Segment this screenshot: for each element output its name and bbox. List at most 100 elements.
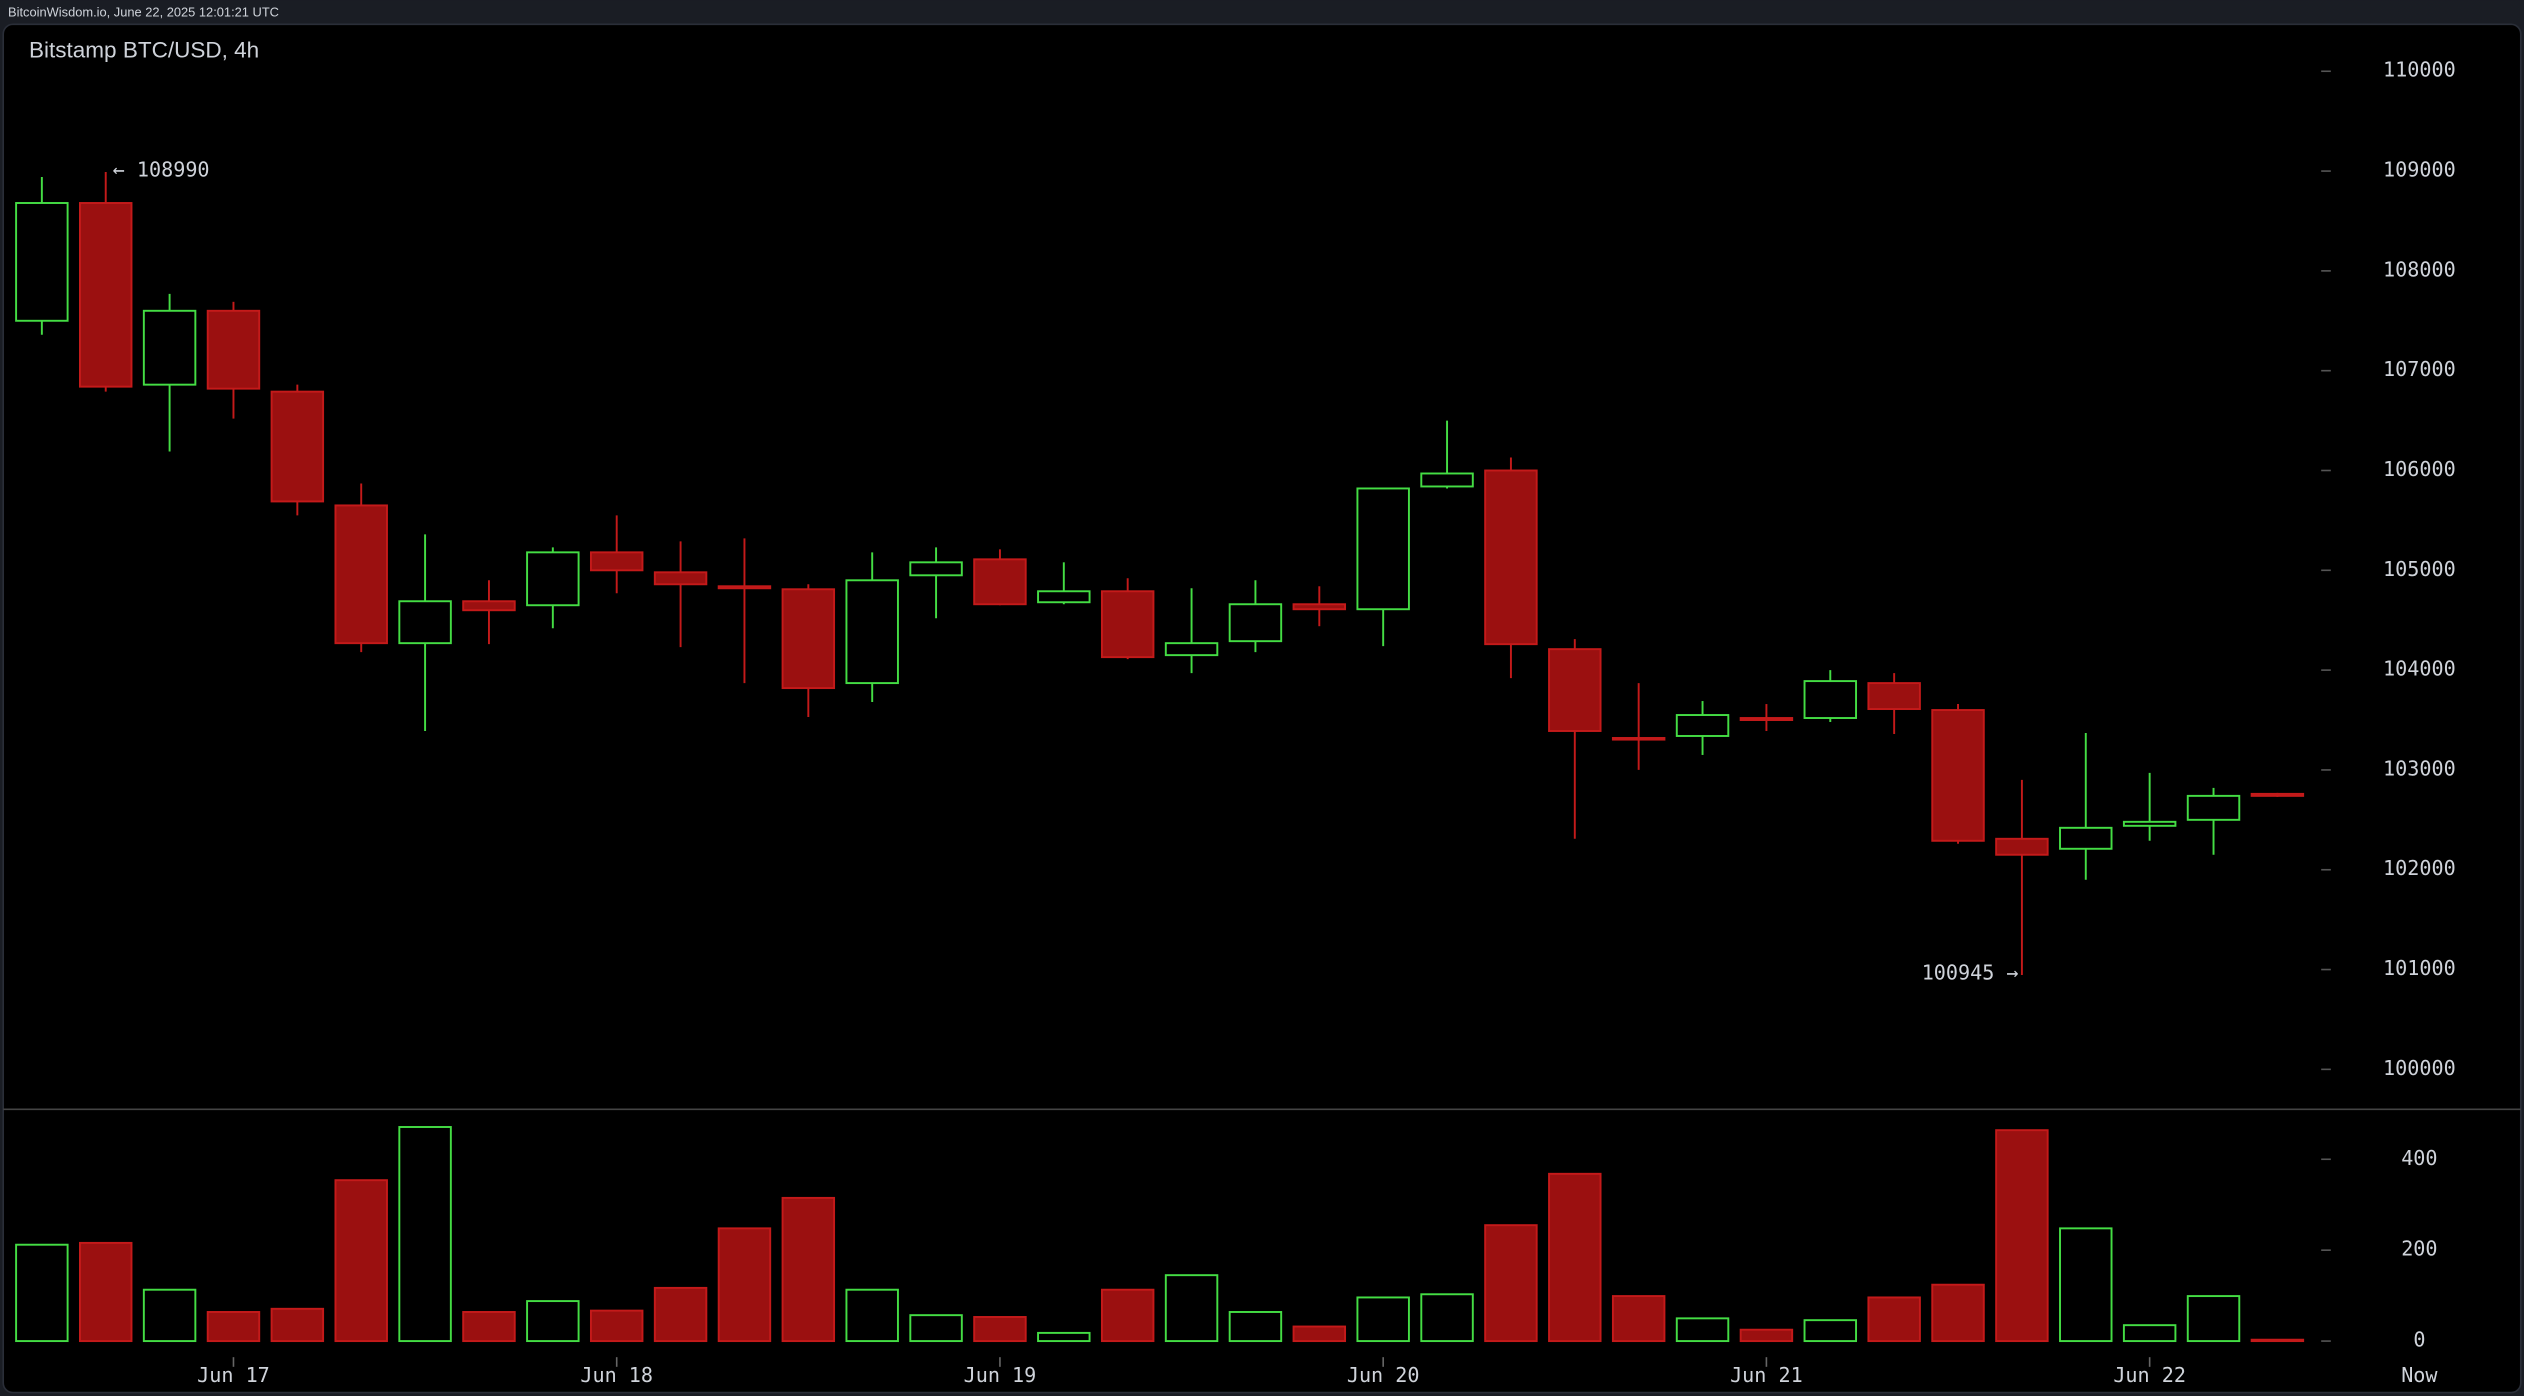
annotation: 100945 → — [1922, 961, 2019, 985]
volume-bar — [2186, 1295, 2241, 1343]
volume-bar — [15, 1243, 69, 1343]
y-tick-label: 100000 — [2383, 1056, 2456, 1080]
candle-body — [2122, 820, 2177, 827]
volume-bar — [717, 1227, 772, 1343]
volume-bar — [462, 1311, 516, 1343]
volume-bar — [1420, 1293, 1474, 1343]
x-tick-label: Jun 20 — [1347, 1363, 1420, 1387]
candle-body — [1100, 590, 1155, 659]
candle-body — [1484, 469, 1538, 646]
volume-bar — [973, 1316, 1027, 1343]
volume-bar — [1037, 1331, 1091, 1343]
y-tick-label: 106000 — [2383, 457, 2456, 481]
volume-bar — [2059, 1227, 2113, 1343]
y-tick-label: 102000 — [2383, 856, 2456, 880]
volume-bar — [526, 1300, 580, 1343]
candle-body — [79, 202, 133, 388]
candle-body — [398, 600, 452, 645]
y-tick-label: 104000 — [2383, 657, 2456, 681]
x-tick-label: Jun 18 — [580, 1363, 653, 1387]
candle-body — [1420, 472, 1474, 488]
candle-body — [1228, 603, 1283, 643]
candle-body — [845, 579, 899, 685]
y-tick-label: 110000 — [2383, 58, 2456, 82]
volume-bar — [1995, 1129, 2049, 1343]
candle-body — [1867, 682, 1921, 711]
y-tick-label: 109000 — [2383, 158, 2456, 182]
volume-bar — [1164, 1274, 1219, 1343]
candle-body — [142, 309, 197, 386]
candle-body — [589, 551, 644, 572]
candle-body — [1931, 709, 1985, 842]
volume-bar — [1803, 1319, 1858, 1343]
volume-bar — [1228, 1311, 1283, 1343]
x-tick-label: Jun 22 — [2113, 1363, 2186, 1387]
volume-bar — [79, 1241, 133, 1343]
candle-body — [206, 309, 261, 390]
panel — [2, 23, 2522, 1394]
volume-bar — [909, 1314, 963, 1343]
candle-body — [15, 202, 69, 322]
volume-bar — [270, 1307, 325, 1343]
volume-bar — [1867, 1296, 1921, 1343]
y-tick-label: 108000 — [2383, 257, 2456, 281]
annotation: ← 108990 — [113, 157, 210, 181]
volume-bar — [1356, 1296, 1410, 1343]
volume-bar — [1675, 1317, 1730, 1343]
volume-bar — [398, 1126, 452, 1343]
x-tick-label: Jun 17 — [197, 1363, 270, 1387]
y-tick-label: 101000 — [2383, 956, 2456, 980]
candle-body — [2059, 826, 2113, 850]
volume-bar — [2250, 1338, 2305, 1343]
candle-body — [1548, 648, 1602, 732]
volume-bar — [334, 1179, 388, 1343]
y2-tick-label: 400 — [2401, 1146, 2437, 1170]
candle-body — [973, 558, 1027, 606]
candle-body — [462, 600, 516, 612]
y-tick-label: 105000 — [2383, 557, 2456, 581]
volume-bar — [845, 1288, 899, 1343]
candle-body — [2186, 794, 2241, 821]
candle-body — [781, 588, 836, 690]
candle-body — [1739, 717, 1794, 721]
volume-bar — [589, 1309, 644, 1343]
candle-body — [909, 561, 963, 577]
candle-body — [526, 551, 580, 607]
volume-bar — [1548, 1172, 1602, 1343]
y2-tick-label: 0 — [2413, 1328, 2425, 1352]
candle-body — [1164, 642, 1219, 657]
candle-body — [1356, 487, 1410, 611]
y2-tick-label: 200 — [2401, 1237, 2437, 1261]
candle-body — [270, 390, 325, 503]
candle-body — [1803, 680, 1858, 719]
candle-body — [1037, 590, 1091, 604]
volume-bar — [1484, 1224, 1538, 1343]
candle-body — [2250, 792, 2305, 797]
y-tick-label: 107000 — [2383, 357, 2456, 381]
y-tick-label: 103000 — [2383, 756, 2456, 780]
now-label: Now — [2401, 1363, 2438, 1387]
volume-bar — [206, 1311, 261, 1343]
volume-bar — [1739, 1328, 1794, 1343]
x-tick-label: Jun 21 — [1730, 1363, 1803, 1387]
candle-body — [653, 571, 708, 586]
volume-bar — [781, 1196, 836, 1343]
x-tick-label: Jun 19 — [964, 1363, 1037, 1387]
candle-body — [1995, 837, 2049, 856]
volume-bar — [142, 1288, 197, 1343]
volume-bar — [1100, 1288, 1155, 1343]
candle-body — [1675, 714, 1730, 737]
volume-bar — [1292, 1325, 1347, 1343]
source: BitcoinWisdom.io, June 22, 2025 12:01:21… — [8, 4, 279, 19]
chart-title: Bitstamp BTC/USD, 4h — [29, 38, 259, 63]
volume-bar — [2122, 1324, 2177, 1343]
volume-bar — [1931, 1283, 1985, 1343]
candle-body — [334, 504, 388, 645]
volume-bar — [653, 1286, 708, 1343]
volume-bar — [1611, 1295, 1666, 1343]
candle-body — [717, 585, 772, 590]
candle-body — [1611, 737, 1666, 741]
candle-body — [1292, 603, 1347, 611]
